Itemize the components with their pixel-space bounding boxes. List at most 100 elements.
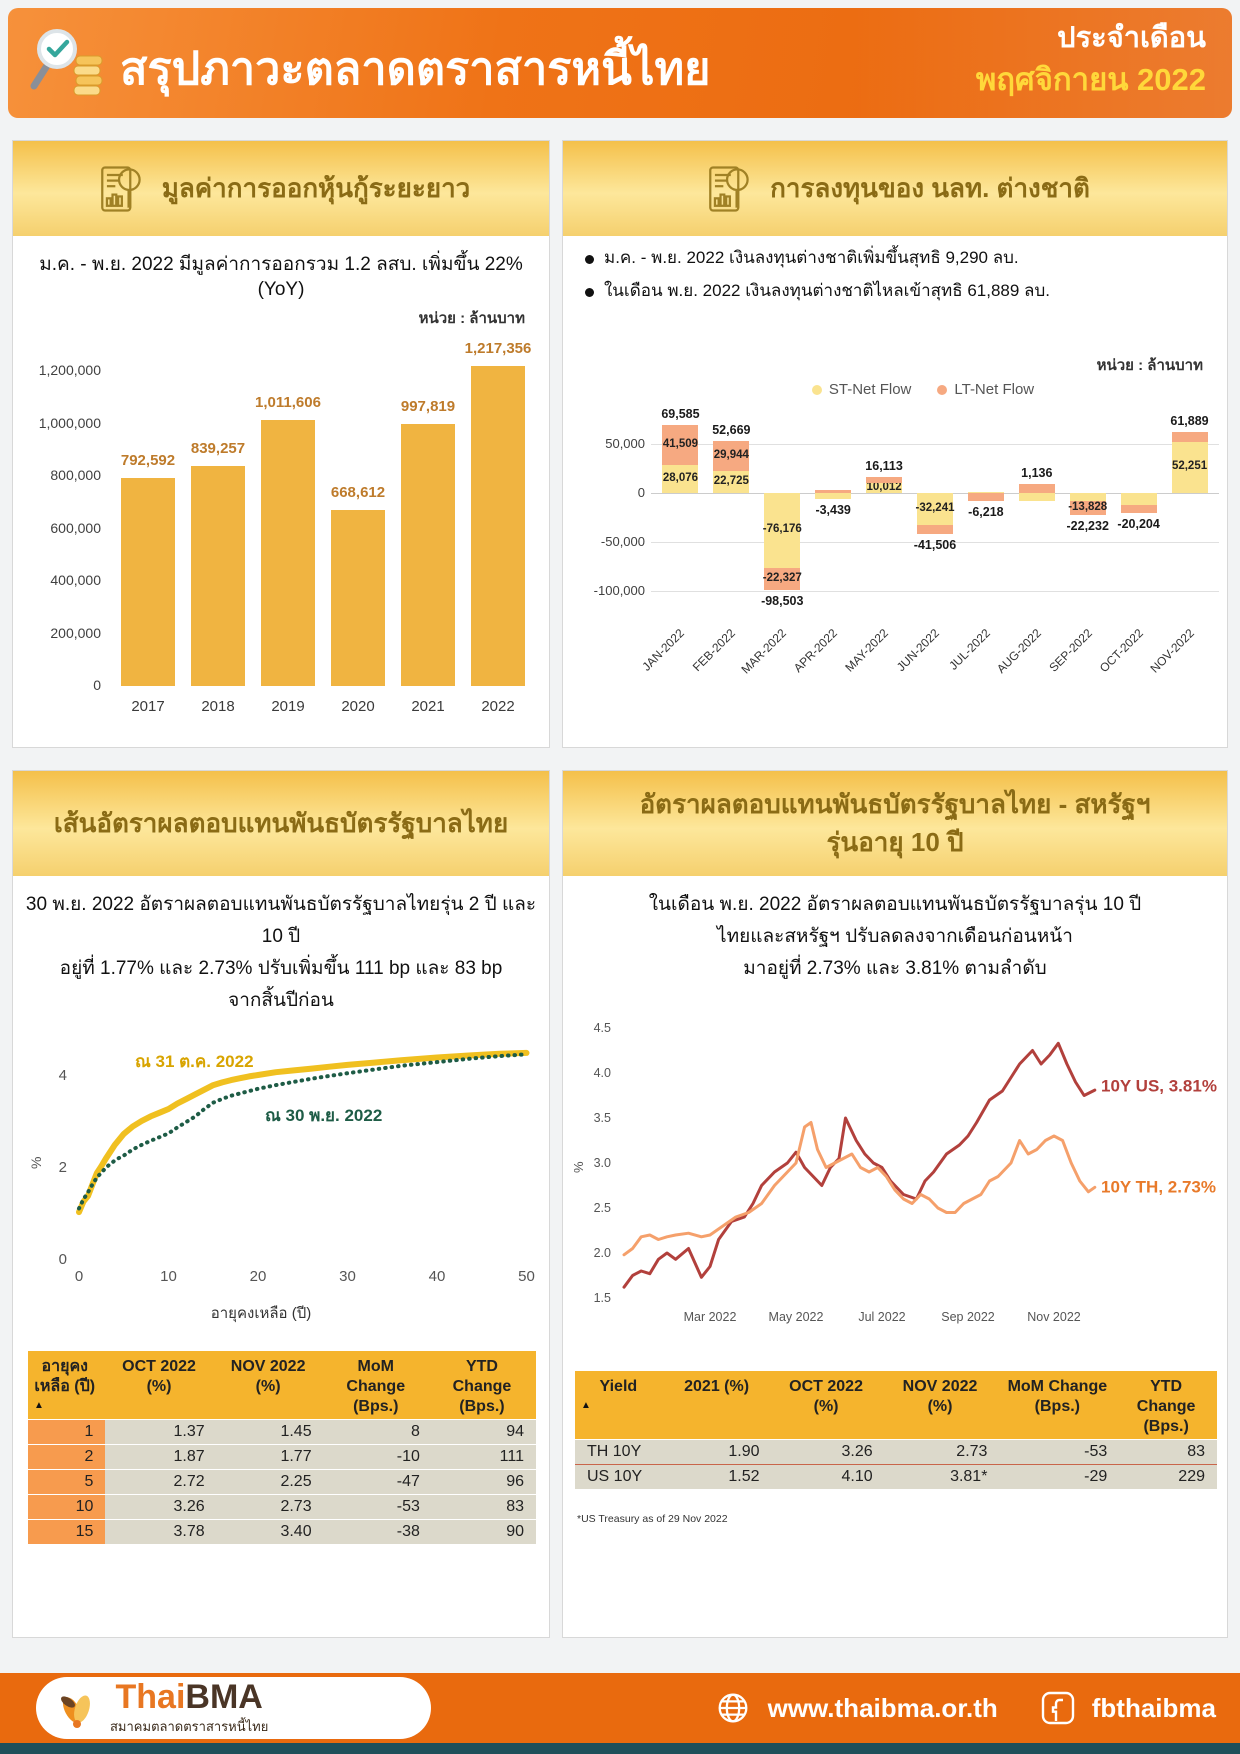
bullet-icon (585, 287, 594, 297)
facebook-icon[interactable] (1040, 1690, 1076, 1726)
stacked-bar-segment (662, 424, 699, 466)
column-header[interactable]: MoM Change (Bps.) (323, 1351, 432, 1420)
svg-text:10Y US, 3.81%: 10Y US, 3.81% (1101, 1077, 1217, 1096)
x-axis-title: อายุคงเหลือ (ปี) (210, 1305, 312, 1322)
table-cell: 94 (431, 1419, 536, 1445)
sort-ascending-icon[interactable]: ▲ (34, 1400, 44, 1411)
table-cell: 15 (28, 1519, 106, 1544)
panel-title: อัตราผลตอบแทนพันธบัตรรัฐบาลไทย - สหรัฐฯ … (640, 786, 1151, 861)
website-link[interactable]: www.thaibma.or.th (767, 1692, 998, 1723)
svg-text:50: 50 (518, 1268, 535, 1285)
grid-line (651, 542, 1219, 543)
panel-10y-header: อัตราผลตอบแทนพันธบัตรรัฐบาลไทย - สหรัฐฯ … (563, 771, 1227, 876)
panel-title: การลงทุนของ นลท. ต่างชาติ (770, 172, 1090, 203)
column-header[interactable]: 2021 (%) (665, 1371, 772, 1440)
table-cell: -29 (999, 1464, 1120, 1489)
stacked-bar-segment (713, 470, 750, 493)
y-axis-tick-label: 200,000 (50, 624, 101, 641)
segment-value-label: -22,327 (762, 571, 802, 584)
sort-ascending-icon[interactable]: ▲ (581, 1400, 591, 1411)
th-us-10y-table: Yield ▲ 2021 (%) OCT 2022 (%) NOV 2022 (%) Mo… (575, 1371, 1217, 1489)
table-cell: 1.87 (105, 1444, 217, 1470)
subtitle-line: ไทยและสหรัฐฯ ปรับลดลงจากเดือนก่อนหน้า (717, 925, 1073, 947)
column-header[interactable]: YTD Change (Bps.) (431, 1351, 536, 1420)
svg-text:2.0: 2.0 (594, 1246, 611, 1260)
table-cell: US 10Y (575, 1464, 666, 1489)
x-axis-tick-label: 2020 (341, 698, 375, 715)
total-value-label: 16,113 (865, 459, 903, 474)
stacked-bar-segment (1018, 493, 1055, 501)
total-value-label: -6,218 (968, 504, 1004, 519)
unit-label: หน่วย : ล้านบาท (1096, 357, 1203, 374)
bar-value-label: 839,257 (190, 439, 246, 457)
table-row: 10 3.26 2.73 -53 83 (28, 1494, 536, 1520)
table-cell: 83 (431, 1494, 536, 1520)
svg-text:3.5: 3.5 (594, 1111, 611, 1125)
table-cell: 3.26 (771, 1439, 885, 1465)
panel-issuance-header: มูลค่าการออกหุ้นกู้ระยะยาว (13, 141, 549, 236)
grid-line (651, 591, 1219, 592)
bar-2018 (191, 465, 245, 686)
svg-text:40: 40 (429, 1268, 446, 1285)
y-axis-tick-label: 800,000 (50, 467, 101, 483)
table-row: 15 3.78 3.40 -38 90 (28, 1519, 536, 1544)
column-header[interactable]: OCT 2022 (%) (771, 1371, 885, 1440)
column-header[interactable]: Yield ▲ (575, 1371, 666, 1440)
stacked-bar-segment (662, 465, 699, 493)
globe-icon (718, 1693, 748, 1723)
table-cell: 1.52 (665, 1464, 772, 1489)
thaibma-logo: ThaiBMA สมาคมตลาดตราสารหนี้ไทย (36, 1677, 431, 1739)
lotus-icon (61, 1695, 90, 1728)
svg-text:Nov 2022: Nov 2022 (1027, 1310, 1081, 1324)
panel-subtitle: ในเดือน พ.ย. 2022 อัตราผลตอบแทนพันธบัตรร… (573, 889, 1217, 985)
facebook-link[interactable]: fbthaibma (1091, 1692, 1216, 1723)
table-row: TH 10Y 1.90 3.26 2.73 -53 83 (575, 1439, 1217, 1465)
table-cell: 111 (431, 1444, 536, 1470)
legend-dot-icon (811, 384, 822, 395)
grid-line (651, 444, 1219, 445)
column-header[interactable]: YTD Change (Bps.) (1119, 1371, 1217, 1440)
bar-value-label: 668,612 (330, 484, 386, 502)
table-cell: 1.90 (665, 1439, 772, 1465)
column-header[interactable]: NOV 2022 (%) (884, 1371, 1000, 1440)
x-axis-tick-label: 2017 (131, 698, 165, 715)
bullet-icon (585, 255, 594, 264)
table-cell: 3.78 (105, 1519, 217, 1544)
header: สรุปภาวะตลาดตราสารหนี้ไทย ประจำเดือน พฤศ… (8, 8, 1232, 118)
bottom-accent-strip (0, 1743, 1240, 1754)
logo-text-block: ThaiBMA สมาคมตลาดตราสารหนี้ไทย (110, 1680, 268, 1737)
table-cell: 1.77 (216, 1444, 324, 1470)
column-header[interactable]: NOV 2022 (%) (216, 1351, 324, 1420)
segment-value-label: -13,828 (1068, 501, 1108, 513)
segment-value-label: 10,012 (866, 481, 902, 494)
table-cell: 5 (28, 1469, 106, 1495)
table-cell: 8 (323, 1419, 432, 1445)
total-value-label: 61,889 (1170, 414, 1209, 429)
svg-text:Jul 2022: Jul 2022 (858, 1310, 905, 1324)
bar-value-label: 792,592 (120, 451, 176, 469)
footer-links: www.thaibma.or.th fbthaibma (714, 1673, 1216, 1743)
column-header[interactable]: อายุคง เหลือ (ปี) ▲ (28, 1351, 106, 1420)
table-cell: 3.40 (216, 1519, 324, 1544)
column-header[interactable]: MoM Change (Bps.) (999, 1371, 1120, 1440)
segment-value-label: -32,241 (915, 501, 955, 514)
table-row: 1 1.37 1.45 8 94 (28, 1419, 536, 1445)
x-axis-tick-label: 2018 (201, 698, 235, 715)
svg-text:Sep 2022: Sep 2022 (941, 1310, 995, 1324)
stacked-bar-segment (866, 477, 903, 484)
panel-issuance: มูลค่าการออกหุ้นกู้ระยะยาว ม.ค. - พ.ย. 2… (12, 140, 550, 748)
bullet-list: ม.ค. - พ.ย. 2022 เงินลงทุนต่างชาติเพิ่มข… (585, 247, 1213, 313)
legend-label: LT-Net Flow (954, 381, 1035, 398)
table-cell: 90 (431, 1519, 536, 1544)
stacked-bar-segment (967, 493, 1004, 501)
y-axis-tick-label: 600,000 (50, 519, 101, 536)
table-cell: 3.26 (105, 1494, 217, 1520)
total-value-label: -22,232 (1066, 518, 1109, 533)
bar-2017 (121, 477, 175, 686)
table-row: US 10Y 1.52 4.10 3.81* -29 229 (575, 1464, 1217, 1489)
column-header[interactable]: OCT 2022 (%) (105, 1351, 217, 1420)
svg-text:10Y TH, 2.73%: 10Y TH, 2.73% (1101, 1177, 1216, 1196)
table-cell: 4.10 (771, 1464, 885, 1489)
y-axis-tick-label: 0 (637, 485, 645, 500)
svg-text:0: 0 (59, 1251, 67, 1268)
